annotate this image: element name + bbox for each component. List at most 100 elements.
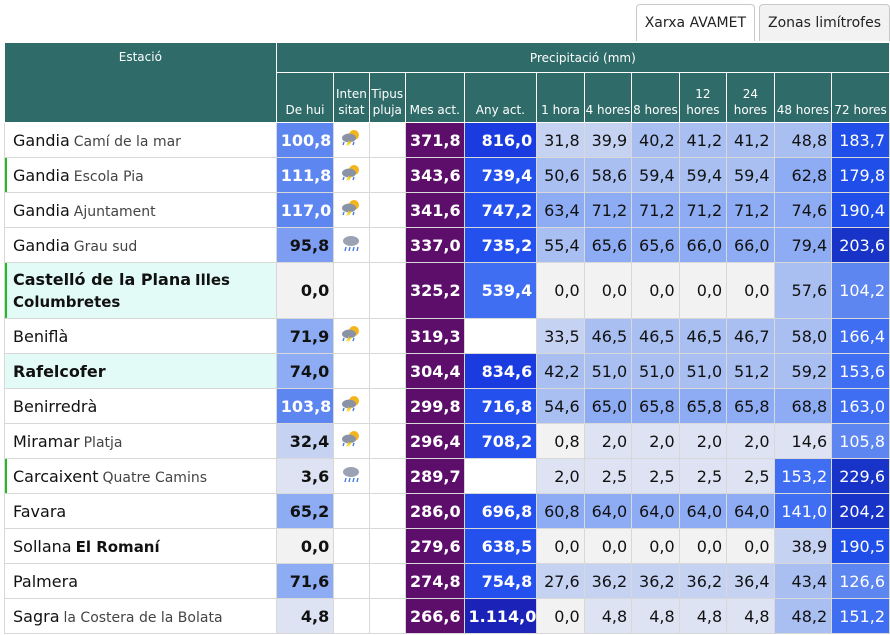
year-value: 708,2 <box>463 423 538 459</box>
table-row[interactable]: Castelló de la Plana Illes Columbretes 0,0… <box>4 262 890 319</box>
value-h72: 104,2 <box>831 262 890 319</box>
value-h12: 0,0 <box>678 528 728 564</box>
storm-icon <box>333 318 370 354</box>
month-value: 296,4 <box>404 423 465 459</box>
value-h1: 2,0 <box>536 458 585 494</box>
station-name[interactable]: Carcaixent Quatre Camins <box>4 458 277 494</box>
value-h1: 0,0 <box>536 528 585 564</box>
col-header[interactable]: Mes act. <box>404 72 465 123</box>
intensity-cell <box>333 528 370 564</box>
rain-type-cell <box>368 563 406 599</box>
col-header[interactable]: Any act. <box>463 72 538 123</box>
station-name[interactable]: Benirredrà <box>4 388 277 424</box>
today-value: 74,0 <box>275 353 335 389</box>
value-h48: 14,6 <box>773 423 833 459</box>
value-h8: 64,0 <box>631 493 680 529</box>
value-h1: 50,6 <box>536 157 585 193</box>
station-name[interactable]: Gandia Escola Pia <box>4 157 277 193</box>
station-name[interactable]: Palmera <box>4 563 277 599</box>
table-row[interactable]: Palmera 71,6 274,8 754,8 27,6 36,2 36,2 36,2 36,… <box>4 563 890 599</box>
table-row[interactable]: Beniflà 71,9 319,3 33,5 46,5 46,5 46,5 46,7 58,0… <box>4 318 890 354</box>
value-h8: 2,5 <box>631 458 680 494</box>
value-h8: 65,6 <box>631 227 680 263</box>
col-header[interactable]: 1 hora <box>536 72 585 123</box>
today-value: 0,0 <box>275 262 335 319</box>
value-h4: 46,5 <box>583 318 633 354</box>
table-row[interactable]: Gandia Escola Pia 111,8 343,6 739,4 50,6 58,6 5… <box>4 157 890 193</box>
value-h8: 2,0 <box>631 423 680 459</box>
value-h24: 0,0 <box>726 262 775 319</box>
station-name[interactable]: Sagra la Costera de la Bolata <box>4 598 277 634</box>
col-header[interactable]: 48 hores <box>773 72 833 123</box>
station-main: Miramar <box>13 431 80 451</box>
station-name[interactable]: Castelló de la Plana Illes Columbretes <box>4 262 277 319</box>
value-h12: 46,5 <box>678 318 728 354</box>
month-value: 337,0 <box>404 227 465 263</box>
tab-xarxa-avamet[interactable]: Xarxa AVAMET <box>635 4 755 41</box>
month-value: 266,6 <box>404 598 465 634</box>
station-header[interactable]: Estació <box>4 42 277 123</box>
precipitation-table: Estació Precipitació (mm) De hui Inten si… <box>4 42 890 634</box>
value-h72: 190,4 <box>831 192 890 228</box>
today-value: 111,8 <box>275 157 335 193</box>
col-header[interactable]: Tipus pluja <box>368 72 406 123</box>
today-value: 32,4 <box>275 423 335 459</box>
value-h12: 65,8 <box>678 388 728 424</box>
today-value: 71,6 <box>275 563 335 599</box>
intensity-cell <box>333 262 370 319</box>
year-value: 638,5 <box>463 528 538 564</box>
table-row[interactable]: Favara 65,2 286,0 696,8 60,8 64,0 64,0 64,0 64,0… <box>4 493 890 529</box>
month-value: 274,8 <box>404 563 465 599</box>
tab-zonas-limitrofes[interactable]: Zonas limítrofes <box>759 4 890 41</box>
table-row[interactable]: Rafelcofer 74,0 304,4 834,6 42,2 51,0 51,0 51,0… <box>4 353 890 389</box>
year-value: 739,4 <box>463 157 538 193</box>
year-value: 754,8 <box>463 563 538 599</box>
station-sub: Escola Pia <box>73 168 144 185</box>
year-value: 816,0 <box>463 122 538 158</box>
tab-bar: Xarxa AVAMET Zonas limítrofes <box>635 4 890 42</box>
station-name[interactable]: Gandia Grau sud <box>4 227 277 263</box>
value-h1: 0,8 <box>536 423 585 459</box>
table-row[interactable]: Gandia Ajuntament 117,0 341,6 747,2 63,4 71,2 7… <box>4 192 890 228</box>
station-sub: Illes Columbretes <box>13 270 230 311</box>
value-h72: 204,2 <box>831 493 890 529</box>
table-row[interactable]: Carcaixent Quatre Camins 3,6 289,7 2,0 2,5 2,5… <box>4 458 890 494</box>
table-row[interactable]: Benirredrà 103,8 299,8 716,8 54,6 65,0 65,8 65,… <box>4 388 890 424</box>
month-value: 341,6 <box>404 192 465 228</box>
station-name[interactable]: Gandia Camí de la mar <box>4 122 277 158</box>
table-row[interactable]: Sollana El Romaní 0,0 279,6 638,5 0,0 0,0 0,0 0,… <box>4 528 890 564</box>
value-h12: 36,2 <box>678 563 728 599</box>
value-h48: 59,2 <box>773 353 833 389</box>
table-row[interactable]: Gandia Grau sud 95,8 337,0 735,2 55,4 65,6 65,6… <box>4 227 890 263</box>
table-row[interactable]: Gandia Camí de la mar 100,8 371,8 816,0 31,8 3… <box>4 122 890 158</box>
station-main: Favara <box>13 501 67 521</box>
col-header[interactable]: Inten sitat <box>333 72 370 123</box>
col-header[interactable]: De hui <box>275 72 335 123</box>
value-h1: 54,6 <box>536 388 585 424</box>
col-header[interactable]: 8 hores <box>631 72 680 123</box>
station-sub: la Costera de la Bolata <box>63 609 223 626</box>
year-value: 735,2 <box>463 227 538 263</box>
station-name[interactable]: Sollana El Romaní <box>4 528 277 564</box>
col-header[interactable]: 72 hores <box>831 72 890 123</box>
today-value: 4,8 <box>275 598 335 634</box>
table-row[interactable]: Sagra la Costera de la Bolata 4,8 266,6 1.11… <box>4 598 890 634</box>
station-name[interactable]: Gandia Ajuntament <box>4 192 277 228</box>
value-h24: 46,7 <box>726 318 775 354</box>
month-value: 299,8 <box>404 388 465 424</box>
table-row[interactable]: Miramar Platja 32,4 296,4 708,2 0,8 2,0 2,0 2,0 2… <box>4 423 890 459</box>
col-header[interactable]: 12 hores <box>678 72 728 123</box>
value-h48: 79,4 <box>773 227 833 263</box>
station-name[interactable]: Miramar Platja <box>4 423 277 459</box>
station-name[interactable]: Rafelcofer <box>4 353 277 389</box>
station-name[interactable]: Favara <box>4 493 277 529</box>
value-h48: 43,4 <box>773 563 833 599</box>
value-h48: 48,2 <box>773 598 833 634</box>
col-header[interactable]: 4 hores <box>583 72 633 123</box>
value-h48: 38,9 <box>773 528 833 564</box>
value-h4: 0,0 <box>583 528 633 564</box>
today-value: 100,8 <box>275 122 335 158</box>
col-header[interactable]: 24 hores <box>726 72 775 123</box>
station-name[interactable]: Beniflà <box>4 318 277 354</box>
month-value: 343,6 <box>404 157 465 193</box>
